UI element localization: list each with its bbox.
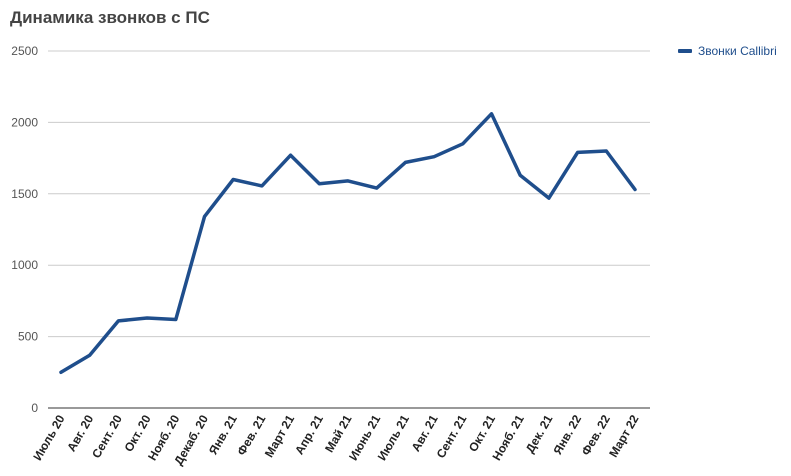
data-point[interactable] <box>173 316 179 322</box>
legend-swatch <box>678 49 692 53</box>
data-point[interactable] <box>115 318 121 324</box>
data-point[interactable] <box>546 195 552 201</box>
data-point[interactable] <box>374 185 380 191</box>
chart-title: Динамика звонков с ПС <box>10 8 210 27</box>
data-point[interactable] <box>288 152 294 158</box>
x-tick-label: Июль 20 <box>30 412 67 463</box>
data-point[interactable] <box>144 315 150 321</box>
x-tick-label: Апр. 21 <box>292 412 326 457</box>
data-point[interactable] <box>259 183 265 189</box>
y-tick-label: 0 <box>31 401 38 415</box>
data-point[interactable] <box>517 172 523 178</box>
data-point[interactable] <box>431 154 437 160</box>
data-point[interactable] <box>603 148 609 154</box>
data-point[interactable] <box>87 352 93 358</box>
y-axis-ticks: 0 500 1000 1500 2000 2500 <box>11 44 38 415</box>
data-point[interactable] <box>489 111 495 117</box>
data-point[interactable] <box>202 214 208 220</box>
data-point[interactable] <box>230 177 236 183</box>
data-point[interactable] <box>460 141 466 147</box>
data-point[interactable] <box>632 187 638 193</box>
data-point[interactable] <box>316 181 322 187</box>
gridlines <box>48 50 650 409</box>
y-tick-label: 1000 <box>11 258 38 272</box>
data-point[interactable] <box>345 178 351 184</box>
series-group <box>58 111 638 375</box>
legend: Звонки Callibri <box>678 44 777 58</box>
series-line <box>59 112 637 375</box>
legend-label: Звонки Callibri <box>698 44 777 58</box>
data-point[interactable] <box>402 159 408 165</box>
data-point[interactable] <box>575 149 581 155</box>
y-tick-label: 1500 <box>11 187 38 201</box>
data-point[interactable] <box>58 369 64 375</box>
y-tick-label: 2000 <box>11 115 38 129</box>
y-tick-label: 500 <box>18 330 38 344</box>
y-tick-label: 2500 <box>11 44 38 58</box>
